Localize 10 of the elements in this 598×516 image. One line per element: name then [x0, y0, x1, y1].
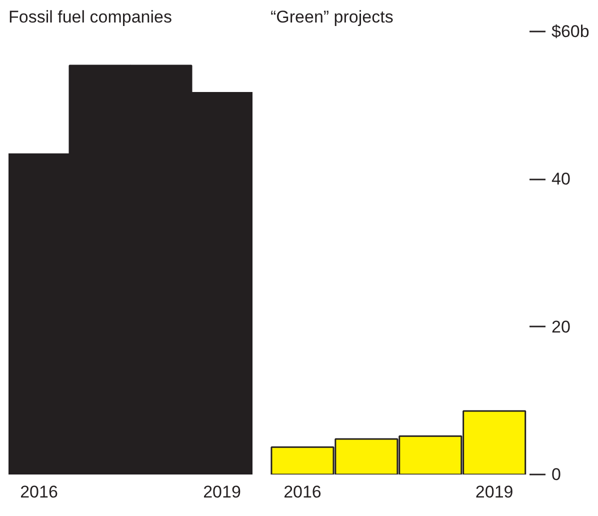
x-tick-label: 2019: [203, 482, 241, 502]
y-tick-label: 40: [552, 170, 570, 189]
chart-title: Fossil fuel companies: [8, 8, 172, 26]
x-tick-label: 2016: [284, 482, 322, 502]
x-tick-label: 2016: [20, 482, 58, 502]
chart-title: “Green” projects: [270, 8, 394, 26]
x-tick-label: 2019: [475, 482, 514, 502]
y-tick-label: 20: [552, 317, 570, 336]
y-tick-label: 0: [552, 465, 561, 484]
y-tick-label: $60b: [552, 22, 590, 41]
